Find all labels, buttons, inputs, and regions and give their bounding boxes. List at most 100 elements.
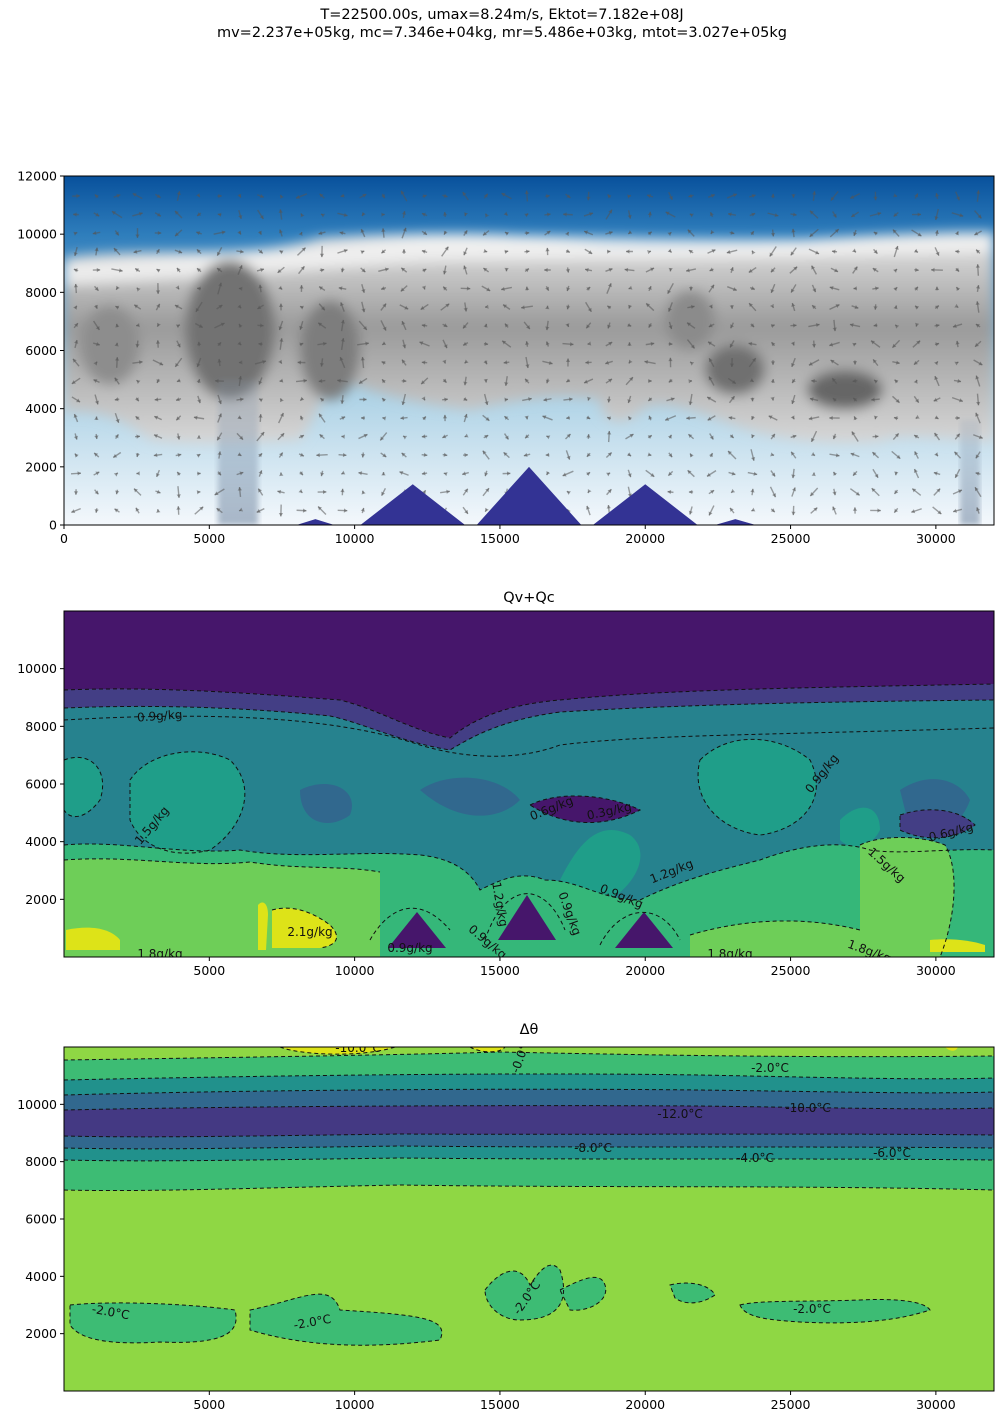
wind-arrow <box>156 509 161 513</box>
wind-arrow <box>155 193 161 199</box>
wind-arrow <box>358 377 368 385</box>
panel3-ticks: 5000 10000 15000 20000 25000 30000 2000 4000 600… <box>17 1097 956 1412</box>
wind-arrow <box>463 452 468 458</box>
wind-arrow <box>71 377 81 385</box>
wind-arrow <box>789 266 798 274</box>
wind-arrow <box>257 249 264 254</box>
wind-arrow <box>606 430 612 443</box>
wind-arrow <box>913 359 920 366</box>
wind-arrow <box>912 340 921 348</box>
x-tick-label: 15000 <box>480 963 520 978</box>
wind-arrow <box>545 247 550 256</box>
wind-arrow <box>587 341 592 346</box>
wind-arrow <box>256 267 265 273</box>
wind-arrow <box>481 285 491 292</box>
wind-arrow <box>399 470 409 476</box>
wind-arrow <box>727 450 737 460</box>
wind-arrow <box>832 397 837 402</box>
wind-arrow <box>872 434 879 439</box>
dth-hot-2 <box>470 1047 505 1052</box>
wind-arrow <box>237 265 243 275</box>
wind-arrow <box>606 396 612 403</box>
wind-arrow <box>873 191 878 201</box>
wind-arrow <box>830 191 839 201</box>
y-tick-label: 12000 <box>17 169 57 184</box>
wind-arrow <box>94 394 100 405</box>
wind-arrow <box>975 323 981 328</box>
y-tick-label: 8000 <box>25 285 57 300</box>
wind-arrow <box>791 357 796 368</box>
wind-arrow <box>216 304 223 310</box>
dtheta-contour-label: -8.0°C <box>574 1141 612 1155</box>
wind-arrow <box>607 322 612 329</box>
wind-arrow <box>381 360 386 365</box>
wind-arrow <box>421 212 428 217</box>
qv-region-dark <box>64 611 994 738</box>
wind-arrow <box>136 471 140 476</box>
wind-arrow <box>483 434 489 439</box>
wind-arrow <box>133 249 142 254</box>
wind-arrow <box>790 451 797 459</box>
wind-arrow <box>194 322 204 329</box>
wind-arrow <box>442 286 448 291</box>
wind-arrow <box>133 488 142 496</box>
qv-region-blob-4 <box>840 807 880 847</box>
wind-arrow <box>893 305 898 310</box>
wind-arrow <box>258 470 263 477</box>
wind-arrow <box>237 486 242 498</box>
wind-arrow <box>238 360 243 365</box>
wind-arrow <box>546 435 551 440</box>
wind-arrow <box>829 341 840 347</box>
wind-arrow <box>381 378 386 384</box>
wind-arrow <box>668 321 673 330</box>
wind-arrow <box>381 228 386 238</box>
wind-arrow <box>504 323 509 328</box>
wind-arrow <box>750 230 755 236</box>
wind-arrow <box>955 249 960 254</box>
qv-region-blob-10 <box>900 809 975 838</box>
wind-arrow <box>934 375 940 387</box>
wind-arrow <box>256 507 265 514</box>
wind-arrow <box>709 211 714 218</box>
wind-arrow <box>193 415 205 420</box>
wind-arrow <box>298 265 305 275</box>
wind-arrow <box>585 360 592 365</box>
wind-arrow <box>873 379 879 384</box>
y-tick-label: 10000 <box>17 1097 57 1112</box>
wind-arrow <box>217 413 223 423</box>
x-tick-label: 10000 <box>335 963 375 978</box>
wind-arrow <box>216 432 223 441</box>
wind-arrow <box>340 338 345 350</box>
wind-arrow <box>421 230 428 236</box>
dtheta-contour-label: -10.0°C <box>785 1101 830 1115</box>
wind-arrow <box>891 450 901 460</box>
wind-arrow <box>647 397 653 402</box>
wind-arrow <box>257 488 264 496</box>
wind-arrow <box>955 191 960 201</box>
wind-arrow <box>563 397 573 402</box>
wind-arrow <box>401 227 407 239</box>
wind-arrow <box>913 248 919 254</box>
wind-arrow <box>216 246 223 257</box>
wind-arrow <box>175 452 182 458</box>
wind-arrow <box>934 230 940 236</box>
wind-arrow <box>482 487 490 497</box>
wind-arrow <box>176 433 181 440</box>
qv-region-green-2 <box>860 837 955 957</box>
wind-arrow <box>420 303 429 311</box>
wind-arrow <box>238 323 243 328</box>
wind-arrow <box>503 360 510 365</box>
wind-arrow <box>401 452 407 458</box>
wind-arrow <box>442 265 447 275</box>
wind-arrow <box>872 358 879 367</box>
wind-arrow <box>976 190 981 202</box>
qv-region-blob-9 <box>530 795 640 823</box>
wind-arrow <box>648 415 653 421</box>
wind-arrow <box>894 471 899 476</box>
suptitle-line-2: mv=2.237e+05kg, mc=7.346e+04kg, mr=5.486… <box>216 25 788 41</box>
wind-arrow <box>933 432 941 441</box>
wind-arrow <box>73 305 78 310</box>
wind-arrow <box>932 506 942 515</box>
wind-arrow <box>728 415 736 421</box>
wind-arrow <box>586 191 591 201</box>
